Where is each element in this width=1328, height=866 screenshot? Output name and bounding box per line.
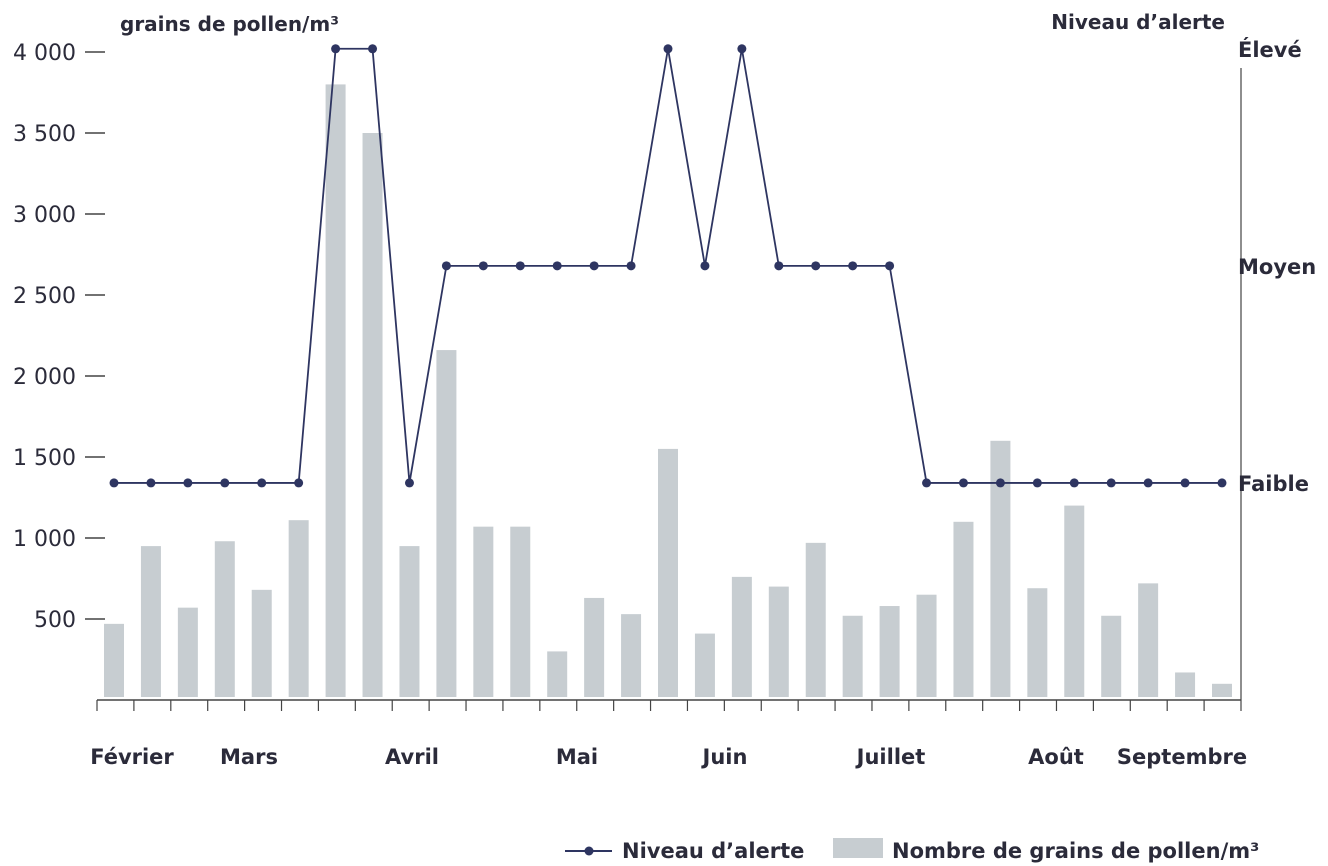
alert-level-line: [114, 47, 1222, 484]
alert-point-28: [1106, 478, 1116, 488]
pollen-bar-20: [805, 542, 826, 697]
pollen-bar-22: [879, 606, 900, 697]
pollen-bar-12: [510, 526, 531, 697]
month-label-1: Février: [90, 745, 174, 769]
month-label-4: Mai: [556, 745, 598, 769]
alert-line-group: [109, 44, 1227, 488]
alert-level-label: Moyen: [1238, 255, 1316, 279]
y-tick-label: 500: [34, 608, 76, 633]
alert-point-10: [441, 261, 451, 271]
pollen-bar-9: [399, 546, 420, 697]
alert-point-6: [294, 478, 304, 488]
pollen-bar-4: [214, 541, 235, 697]
pollen-bar-3: [177, 607, 198, 697]
pollen-bar-31: [1212, 683, 1232, 697]
month-label-8: Septembre: [1117, 745, 1247, 769]
bars-group: [104, 84, 1232, 697]
month-label-2: Mars: [220, 745, 278, 769]
pollen-bar-13: [547, 651, 568, 697]
pollen-bar-8: [362, 133, 383, 697]
pollen-bar-16: [658, 448, 678, 697]
alert-point-11: [478, 261, 488, 271]
alert-point-17: [700, 261, 710, 271]
pollen-bar-26: [1027, 588, 1048, 697]
pollen-bar-7: [325, 84, 346, 697]
pollen-bar-15: [621, 614, 642, 697]
pollen-bar-2: [140, 546, 161, 697]
legend-bar-swatch: [833, 838, 883, 858]
alert-level-label: Faible: [1238, 472, 1309, 496]
alert-point-2: [146, 478, 156, 488]
alert-point-9: [404, 478, 414, 488]
alert-point-16: [663, 44, 673, 54]
month-label-6: Juillet: [855, 745, 926, 769]
pollen-bar-18: [731, 576, 752, 697]
alert-point-12: [515, 261, 525, 271]
alert-point-21: [848, 261, 858, 271]
pollen-bar-1: [104, 623, 124, 697]
alert-point-14: [589, 261, 599, 271]
axes-group: [85, 51, 1242, 711]
pollen-bar-17: [694, 633, 715, 697]
alert-point-7: [331, 44, 341, 54]
pollen-bar-11: [473, 526, 494, 697]
legend-line-label: Niveau d’alerte: [622, 839, 804, 863]
y-tick-label: 3 000: [13, 203, 76, 228]
alert-point-3: [183, 478, 193, 488]
y-tick-label: 4 000: [13, 41, 76, 66]
pollen-bar-10: [436, 350, 457, 697]
alert-point-29: [1143, 478, 1153, 488]
alert-point-8: [368, 44, 378, 54]
pollen-bar-19: [768, 586, 789, 697]
pollen-bar-27: [1064, 505, 1085, 697]
legend: Niveau d’alerte Nombre de grains de poll…: [565, 838, 1259, 863]
y-axis-title: grains de pollen/m³: [120, 12, 339, 36]
alert-point-20: [811, 261, 821, 271]
pollen-bar-23: [916, 594, 937, 697]
right-axis-title: Niveau d’alerte: [1051, 10, 1225, 34]
pollen-bar-6: [288, 520, 309, 697]
pollen-bar-5: [251, 589, 272, 697]
alert-point-30: [1180, 478, 1190, 488]
alert-point-15: [626, 261, 636, 271]
alert-point-27: [1069, 478, 1079, 488]
legend-line-marker: [584, 846, 594, 856]
month-label-5: Juin: [701, 745, 748, 769]
alert-level-label: Élevé: [1238, 37, 1302, 62]
alert-point-5: [257, 478, 267, 488]
alert-point-25: [995, 478, 1005, 488]
y-tick-label: 2 500: [13, 284, 76, 309]
pollen-bar-14: [584, 597, 605, 697]
month-label-3: Avril: [385, 745, 439, 769]
month-label-7: Août: [1028, 745, 1084, 769]
alert-point-4: [220, 478, 230, 488]
pollen-bar-24: [953, 521, 974, 697]
legend-bar-label: Nombre de grains de pollen/m³: [892, 839, 1259, 863]
alert-point-31: [1217, 478, 1227, 488]
y-tick-label: 1 500: [13, 446, 76, 471]
y-tick-label: 3 500: [13, 122, 76, 147]
y-tick-label: 1 000: [13, 527, 76, 552]
alert-point-1: [109, 478, 119, 488]
pollen-bar-28: [1101, 615, 1122, 697]
pollen-bar-25: [990, 440, 1011, 697]
pollen-bar-21: [842, 615, 863, 697]
alert-point-18: [737, 44, 747, 54]
alert-point-13: [552, 261, 562, 271]
alert-point-23: [922, 478, 932, 488]
alert-point-22: [885, 261, 895, 271]
labels-group: 500 1 000 1 500 2 000 2 500 3 000 3 500 4 000 Fa…: [13, 37, 1316, 769]
alert-point-26: [1032, 478, 1042, 488]
pollen-bar-30: [1175, 672, 1196, 697]
alert-point-24: [958, 478, 968, 488]
pollen-bar-29: [1138, 583, 1159, 697]
alert-point-19: [774, 261, 784, 271]
y-tick-label: 2 000: [13, 365, 76, 390]
